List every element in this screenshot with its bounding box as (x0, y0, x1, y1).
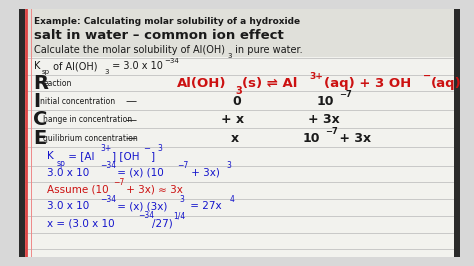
Text: = (x) (10: = (x) (10 (114, 168, 164, 178)
Text: 3.0 x 10: 3.0 x 10 (47, 168, 89, 178)
Text: of Al(OH): of Al(OH) (50, 61, 97, 71)
Text: = [Al: = [Al (65, 151, 95, 161)
Text: —: — (126, 115, 137, 125)
Text: in pure water.: in pure water. (232, 45, 302, 55)
Text: Calculate the molar solubility of Al(OH): Calculate the molar solubility of Al(OH) (34, 45, 225, 55)
Text: = 3.0 x 10: = 3.0 x 10 (109, 61, 163, 71)
FancyBboxPatch shape (454, 9, 460, 257)
Text: −7: −7 (339, 90, 352, 99)
FancyBboxPatch shape (19, 9, 460, 57)
Text: 3: 3 (236, 86, 242, 97)
Text: C: C (33, 110, 47, 130)
Text: I: I (33, 92, 40, 111)
Text: (aq): (aq) (431, 77, 462, 90)
Text: = (x) (3x): = (x) (3x) (114, 201, 167, 211)
Text: = 27x: = 27x (187, 201, 222, 211)
Text: (s) ⇌ Al: (s) ⇌ Al (242, 77, 298, 90)
Text: Assume (10: Assume (10 (47, 185, 109, 195)
Text: 1/4: 1/4 (173, 211, 186, 221)
Text: nitial concentration: nitial concentration (40, 97, 116, 106)
Text: ] [OH: ] [OH (112, 151, 139, 161)
Text: /27): /27) (152, 218, 173, 228)
Text: (aq) + 3 OH: (aq) + 3 OH (324, 77, 411, 90)
Text: −7: −7 (325, 127, 337, 136)
Text: −34: −34 (100, 161, 116, 170)
Text: 3: 3 (180, 195, 185, 204)
Text: 3: 3 (105, 69, 109, 75)
Text: −7: −7 (113, 178, 124, 187)
Text: + 3x) ≈ 3x: + 3x) ≈ 3x (123, 185, 183, 195)
Text: 3: 3 (227, 161, 231, 170)
Text: R: R (33, 74, 48, 93)
Text: quilibrium concentration: quilibrium concentration (43, 134, 138, 143)
Text: + x: + x (221, 114, 244, 126)
Text: sp: sp (56, 159, 65, 168)
Text: + 3x): + 3x) (188, 168, 220, 178)
Text: K: K (47, 151, 54, 161)
Text: 10: 10 (302, 132, 320, 145)
Text: K: K (34, 61, 40, 71)
Text: + 3x: + 3x (335, 132, 371, 145)
Text: sp: sp (41, 69, 49, 75)
Text: 3: 3 (157, 144, 163, 153)
Text: 0: 0 (233, 95, 242, 108)
Text: eaction: eaction (43, 79, 72, 88)
FancyBboxPatch shape (19, 9, 460, 257)
Text: hange in concentration: hange in concentration (43, 115, 132, 124)
Text: 3.0 x 10: 3.0 x 10 (47, 201, 89, 211)
Text: 10: 10 (317, 95, 334, 108)
Text: −: − (144, 144, 151, 153)
Text: x: x (231, 132, 239, 145)
Text: —: — (126, 96, 137, 106)
Text: 3+: 3+ (309, 72, 323, 81)
Text: −: − (423, 71, 431, 81)
Text: E: E (33, 129, 46, 148)
Text: —: — (126, 134, 137, 144)
Text: −7: −7 (177, 161, 188, 170)
Text: −34: −34 (138, 211, 154, 221)
Text: x = (3.0 x 10: x = (3.0 x 10 (47, 218, 115, 228)
FancyBboxPatch shape (19, 9, 25, 257)
Text: 3+: 3+ (101, 144, 112, 153)
Text: ]: ] (151, 151, 155, 161)
Text: −34: −34 (164, 58, 179, 64)
Text: −34: −34 (100, 195, 116, 204)
Text: Example: Calculating molar solubility of a hydroxide: Example: Calculating molar solubility of… (34, 17, 300, 26)
Text: + 3x: + 3x (308, 114, 340, 126)
Text: 4: 4 (229, 195, 234, 204)
Text: 3: 3 (227, 53, 232, 59)
Text: salt in water – common ion effect: salt in water – common ion effect (34, 29, 283, 42)
Text: Al(OH): Al(OH) (177, 77, 227, 90)
